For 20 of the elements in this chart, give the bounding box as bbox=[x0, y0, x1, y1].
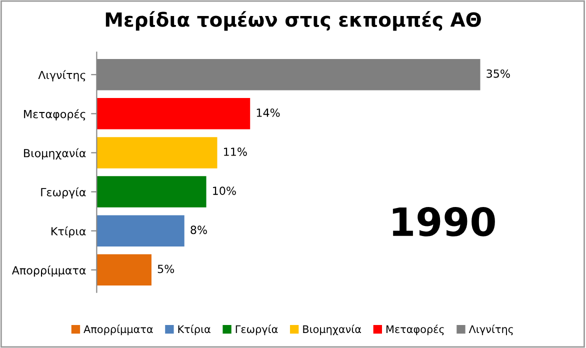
y-tick-label: Μεταφορές bbox=[24, 109, 86, 120]
y-tick-label: Απορρίμματα bbox=[12, 265, 86, 277]
y-tick-label: Λιγνίτης bbox=[38, 70, 86, 82]
legend-label: Μεταφορές bbox=[386, 324, 444, 336]
legend-label: Λιγνίτης bbox=[468, 324, 513, 336]
data-label: 14% bbox=[256, 108, 280, 117]
legend-label: Γεωργία bbox=[236, 324, 278, 336]
legend-label: Απορρίμματα bbox=[84, 324, 153, 336]
data-label: 11% bbox=[224, 148, 247, 156]
legend-label: Κτίρια bbox=[178, 324, 210, 336]
annotation: 1990 bbox=[392, 206, 495, 236]
chart-title: Μερίδια τομέων στις εκπομπές ΑΘ bbox=[106, 11, 481, 31]
legend-label: Βιομηχανία bbox=[303, 324, 362, 336]
data-label: 8% bbox=[190, 226, 207, 234]
data-label: 10% bbox=[213, 186, 236, 196]
data-label: 35% bbox=[486, 69, 510, 78]
y-tick-label: Κτίρια bbox=[51, 226, 86, 238]
y-tick-label: Βιομηχανία bbox=[24, 148, 86, 160]
data-label: 5% bbox=[158, 264, 174, 274]
y-tick-label: Γεωργία bbox=[41, 187, 86, 199]
